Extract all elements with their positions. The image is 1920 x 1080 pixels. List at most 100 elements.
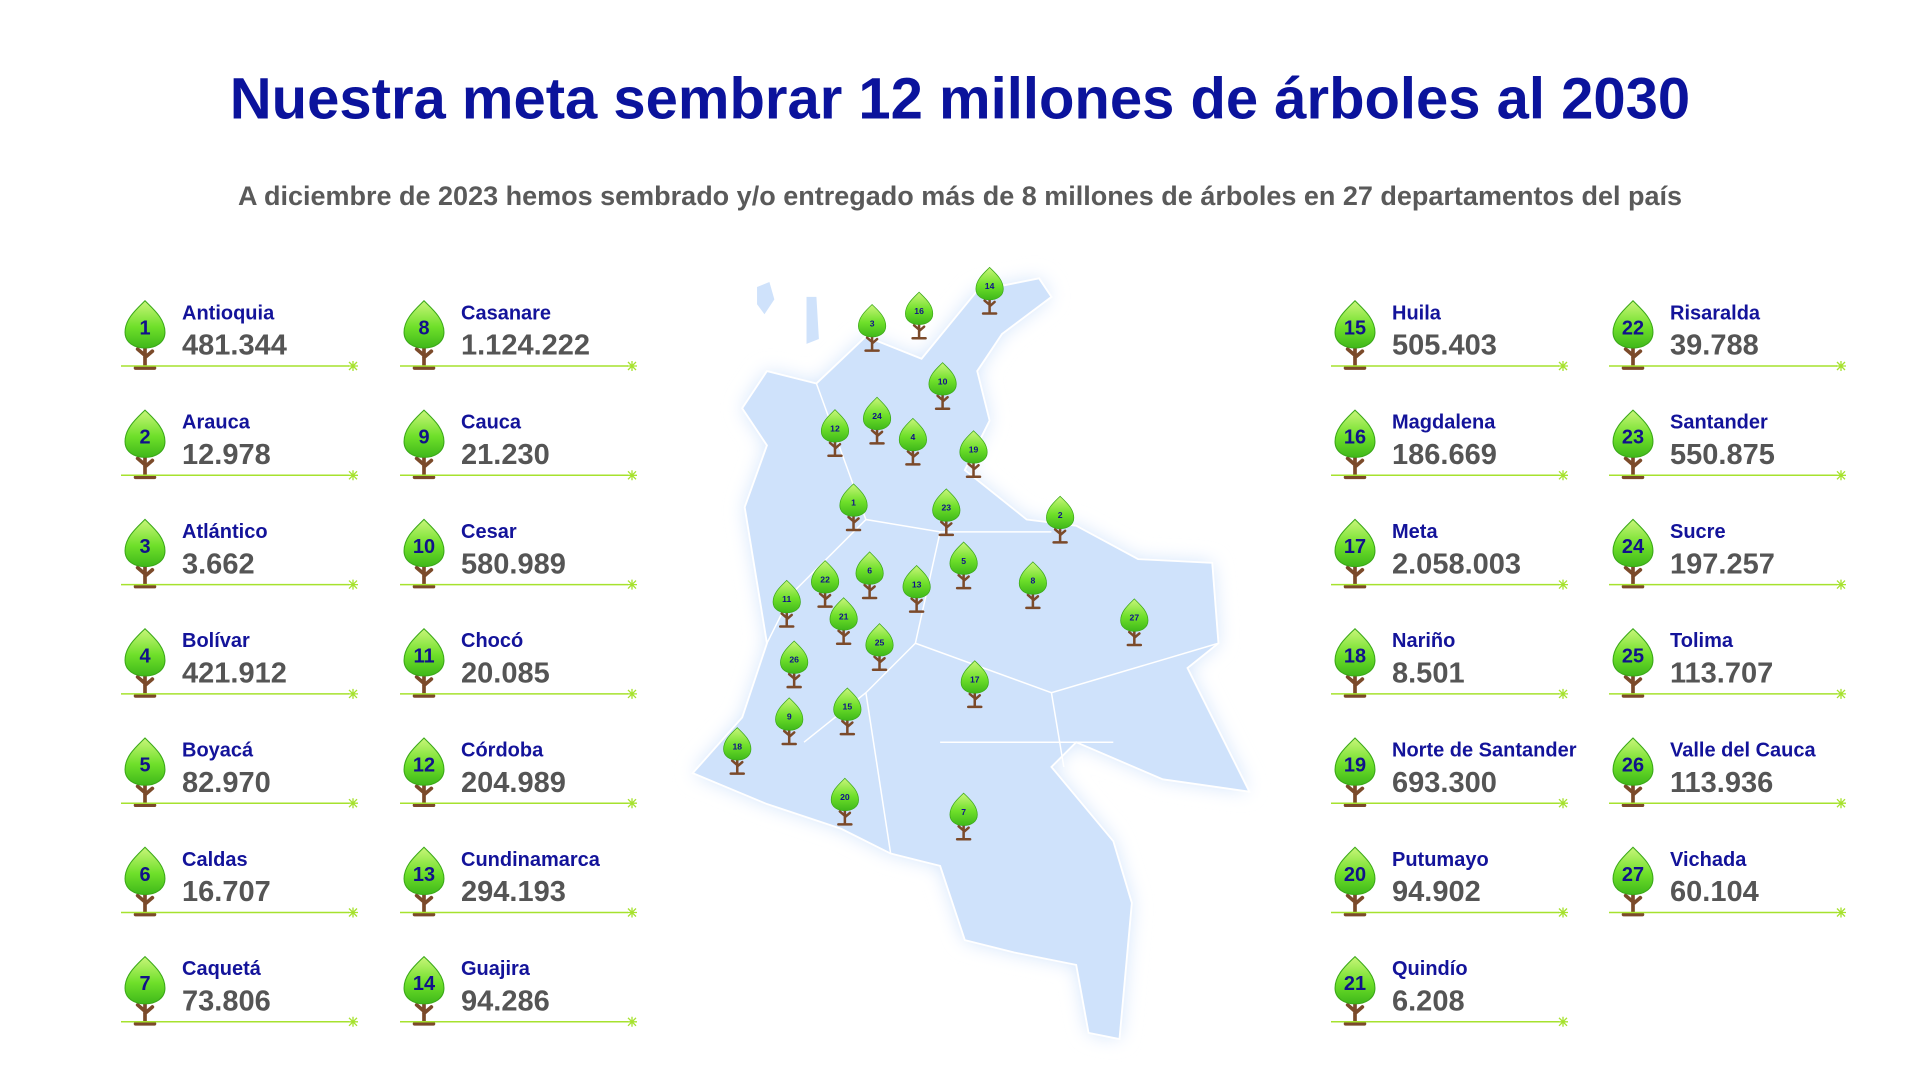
divider-star bbox=[1558, 688, 1568, 699]
department-value: 550.875 bbox=[1670, 439, 1775, 471]
tree-number: 20 bbox=[840, 792, 850, 802]
divider-star bbox=[348, 907, 358, 918]
department-name: Caquetá bbox=[182, 958, 262, 980]
tree-trunk bbox=[133, 887, 157, 917]
department-value: 481.344 bbox=[182, 330, 287, 362]
department-value: 94.902 bbox=[1392, 876, 1481, 908]
department-item: 11 Chocó 20.085 bbox=[400, 627, 637, 699]
department-item: 18 Nariño 8.501 bbox=[1331, 627, 1568, 699]
department-name: Meta bbox=[1392, 521, 1438, 543]
department-item: 1 Antioquia 481.344 bbox=[121, 300, 358, 371]
tree-trunk bbox=[412, 778, 436, 808]
tree-icon: 2 bbox=[124, 409, 166, 480]
tree-icon: 16 bbox=[905, 291, 934, 340]
tree-number: 10 bbox=[413, 536, 435, 558]
tree-icon: 19 bbox=[1334, 737, 1376, 808]
tree-number: 24 bbox=[872, 411, 882, 421]
department-item: 8 Casanare 1.124.222 bbox=[400, 300, 637, 371]
tree-number: 10 bbox=[938, 376, 948, 386]
department-value: 21.230 bbox=[461, 439, 550, 471]
divider-star bbox=[1836, 361, 1846, 371]
tree-number: 18 bbox=[732, 741, 742, 751]
tree-trunk bbox=[133, 559, 157, 589]
tree-leaf bbox=[1334, 955, 1376, 1005]
tree-trunk bbox=[412, 340, 436, 370]
tree-trunk bbox=[133, 996, 157, 1026]
tree-leaf bbox=[403, 409, 445, 458]
tree-number: 5 bbox=[139, 755, 150, 777]
tree-icon: 8 bbox=[403, 300, 445, 370]
tree-number: 25 bbox=[1622, 645, 1644, 667]
tree-trunk bbox=[412, 450, 436, 480]
tree-number: 22 bbox=[820, 574, 830, 584]
tree-icon: 3 bbox=[124, 518, 166, 589]
department-item: 4 Bolívar 421.912 bbox=[121, 627, 358, 699]
tree-trunk bbox=[133, 778, 157, 808]
department-item: 27 Vichada 60.104 bbox=[1609, 846, 1846, 918]
tree-icon: 22 bbox=[811, 560, 840, 608]
tree-trunk bbox=[778, 607, 795, 628]
tree-trunk bbox=[965, 458, 982, 479]
divider-star bbox=[627, 361, 637, 371]
tree-number: 2 bbox=[139, 427, 150, 449]
tree-number: 12 bbox=[413, 755, 435, 777]
tree-leaf bbox=[820, 409, 850, 443]
tree-trunk bbox=[1343, 887, 1367, 917]
tree-trunk bbox=[1343, 778, 1367, 808]
map bbox=[691, 277, 1251, 1041]
tree-number: 5 bbox=[961, 556, 966, 566]
tree-trunk bbox=[1621, 450, 1645, 480]
tree-trunk bbox=[412, 559, 436, 589]
tree-leaf bbox=[1334, 300, 1376, 349]
tree-leaf bbox=[1018, 561, 1047, 595]
tree-leaf bbox=[403, 518, 445, 568]
tree-icon: 15 bbox=[833, 687, 862, 736]
tree-trunk bbox=[981, 294, 998, 315]
tree-icon: 11 bbox=[772, 579, 801, 628]
tree-icon: 7 bbox=[124, 955, 166, 1026]
tree-trunk bbox=[1343, 996, 1367, 1026]
tree-leaf bbox=[124, 409, 166, 458]
tree-leaf bbox=[928, 362, 957, 396]
tree-number: 1 bbox=[139, 317, 150, 339]
title: Nuestra meta sembrar 12 millones de árbo… bbox=[230, 66, 1690, 131]
department-name: Bolívar bbox=[182, 630, 250, 652]
tree-trunk bbox=[871, 651, 888, 672]
tree-leaf bbox=[865, 623, 894, 657]
department-item: 6 Caldas 16.707 bbox=[121, 846, 358, 918]
tree-trunk bbox=[729, 755, 745, 775]
tree-icon: 27 bbox=[1612, 846, 1654, 917]
divider-star bbox=[627, 688, 637, 699]
department-name: Arauca bbox=[182, 412, 251, 434]
tree-number: 11 bbox=[413, 645, 434, 667]
tree-leaf bbox=[1612, 846, 1654, 896]
tree-leaf bbox=[1612, 409, 1654, 458]
tree-trunk bbox=[1621, 887, 1645, 917]
department-item: 16 Magdalena 186.669 bbox=[1331, 409, 1568, 481]
tree-leaf bbox=[898, 417, 927, 452]
tree-leaf bbox=[1334, 409, 1376, 458]
divider-star bbox=[348, 688, 358, 699]
tree-icon: 25 bbox=[865, 623, 894, 672]
divider-star bbox=[1558, 470, 1568, 481]
tree-trunk bbox=[861, 579, 878, 600]
tree-icon: 24 bbox=[862, 396, 892, 445]
tree-icon: 9 bbox=[403, 409, 445, 480]
tree-icon: 21 bbox=[829, 597, 858, 646]
tree-leaf bbox=[839, 483, 868, 517]
department-value: 580.989 bbox=[461, 548, 566, 580]
tree-number: 17 bbox=[970, 675, 980, 685]
tree-number: 25 bbox=[875, 637, 885, 647]
tree-trunk bbox=[412, 668, 436, 698]
department-item: 7 Caquetá 73.806 bbox=[121, 955, 358, 1027]
department-value: 186.669 bbox=[1392, 439, 1497, 471]
department-name: Atlántico bbox=[182, 521, 268, 543]
tree-trunk bbox=[133, 340, 157, 370]
tree-icon: 12 bbox=[820, 409, 850, 458]
department-item: 26 Valle del Cauca 113.936 bbox=[1609, 737, 1846, 809]
divider-star bbox=[1836, 579, 1846, 590]
tree-number: 26 bbox=[789, 655, 799, 665]
tree-number: 21 bbox=[1344, 973, 1366, 995]
map-markers: 1234567891011121314151617181920212223242… bbox=[723, 266, 1149, 841]
